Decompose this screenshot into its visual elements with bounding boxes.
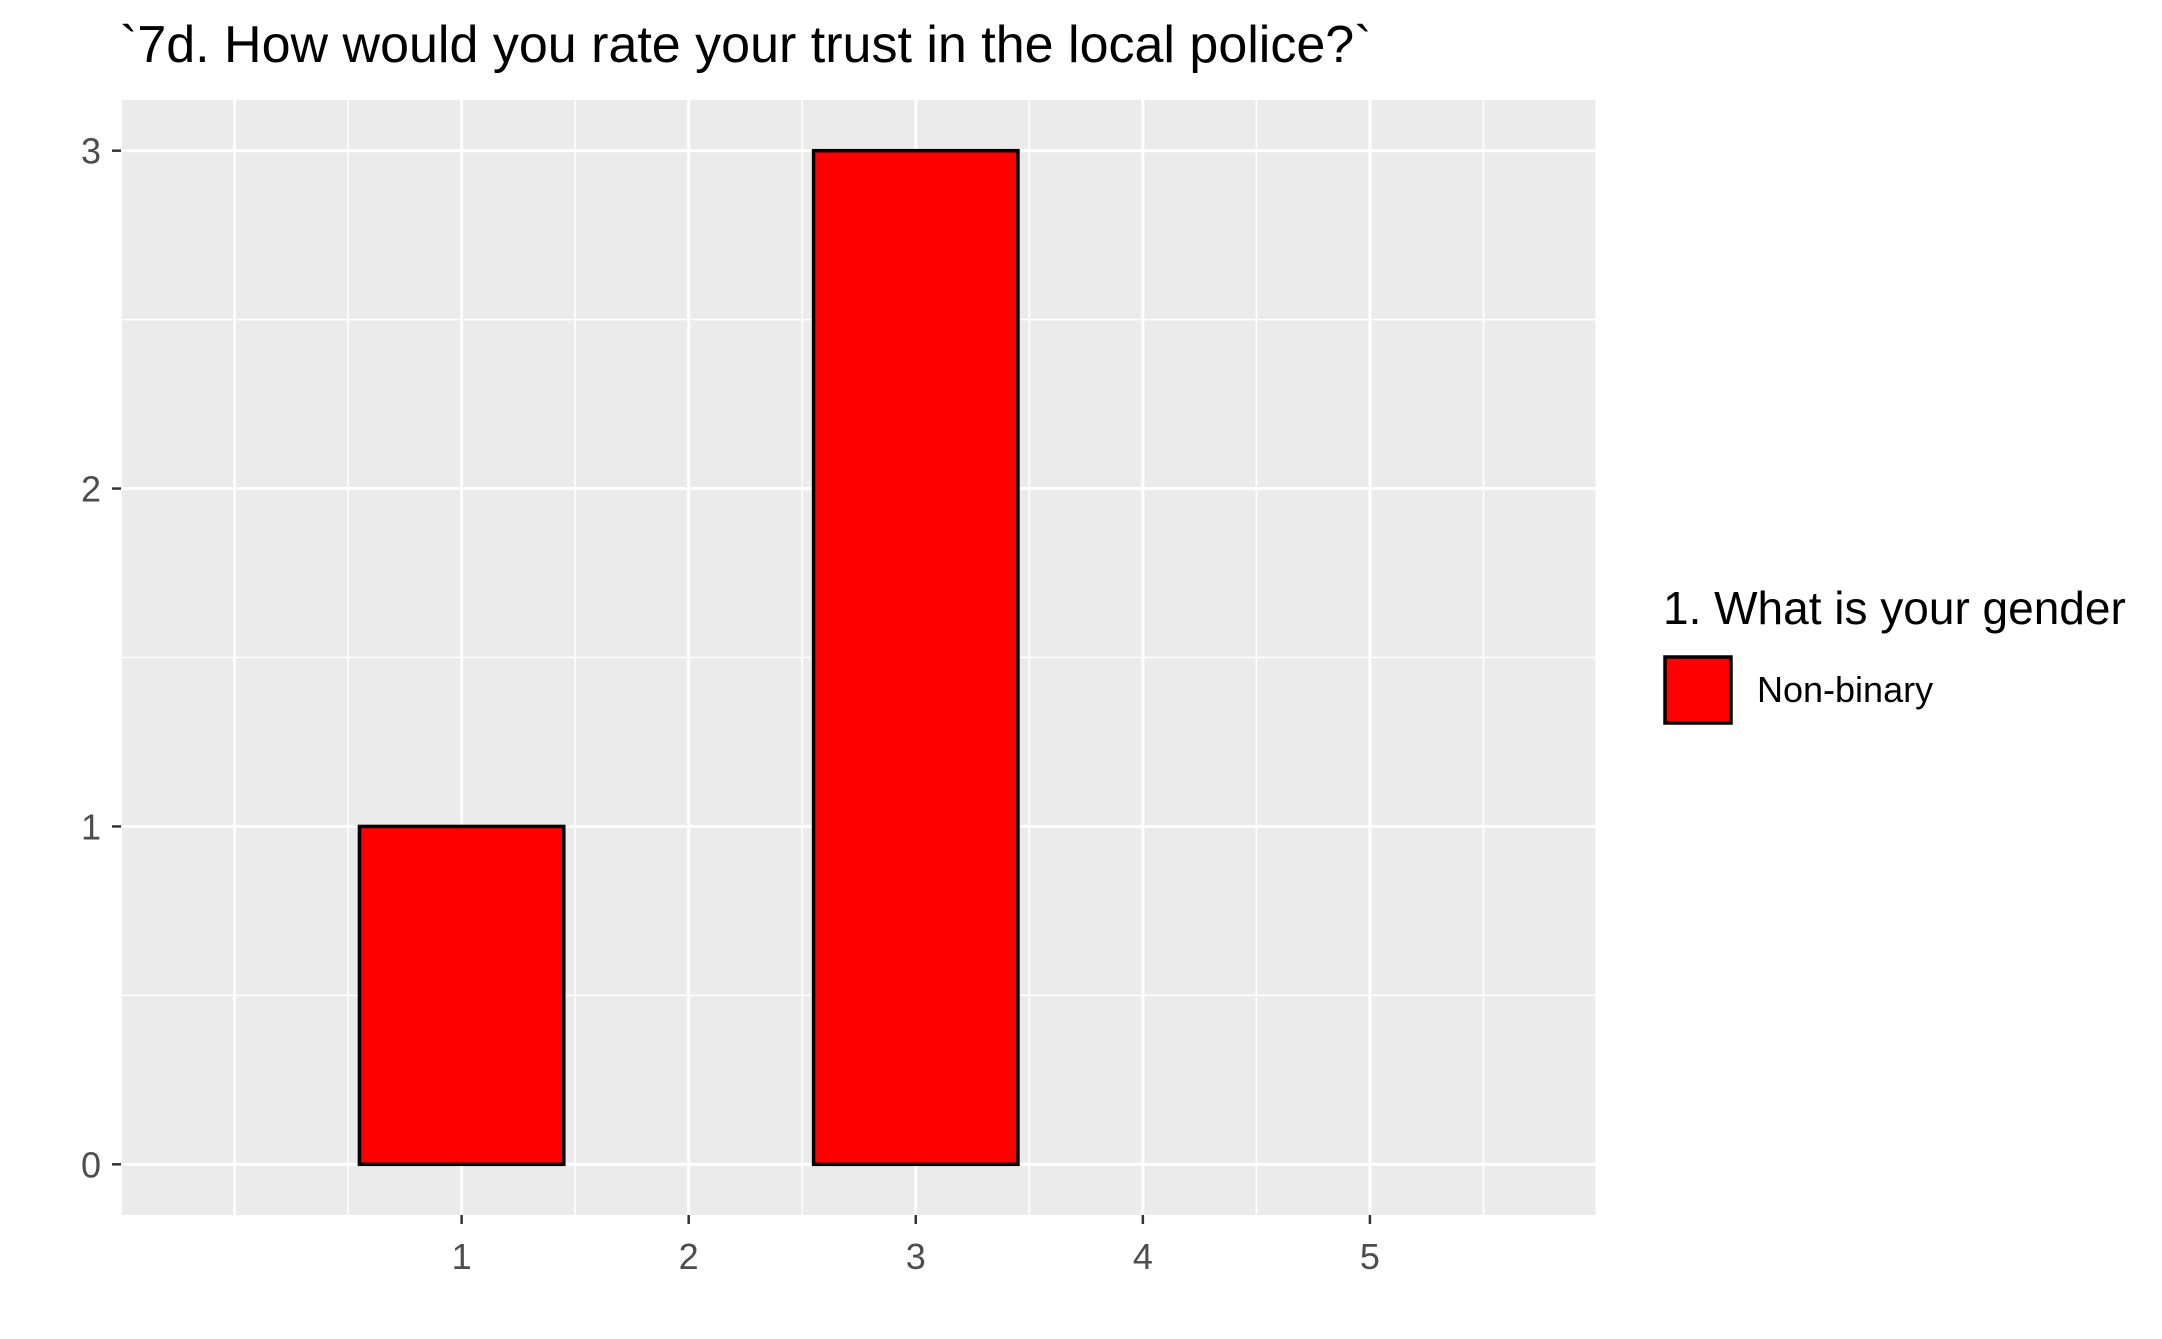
x-tick-label: 2 xyxy=(679,1236,699,1277)
bar xyxy=(357,824,566,1167)
y-tick-label: 1 xyxy=(81,806,101,847)
chart-title: `7d. How would you rate your trust in th… xyxy=(120,16,1372,74)
y-tick-label: 3 xyxy=(81,131,101,172)
legend: 1. What is your gender Non-binary xyxy=(1663,582,2126,725)
axes: 1 2 3 4 5 0 1 2 3 xyxy=(81,131,1380,1277)
x-tick-label: 4 xyxy=(1133,1236,1153,1277)
legend-title: 1. What is your gender xyxy=(1663,582,2126,634)
x-tick-label: 5 xyxy=(1360,1236,1380,1277)
y-tick-label: 0 xyxy=(81,1144,101,1185)
legend-key xyxy=(1663,655,1733,725)
legend-entry-label: Non-binary xyxy=(1757,669,1933,710)
y-tick-label: 2 xyxy=(81,469,101,510)
x-tick-label: 3 xyxy=(906,1236,926,1277)
bar xyxy=(811,148,1020,1167)
x-tick-label: 1 xyxy=(452,1236,472,1277)
bars xyxy=(357,148,1020,1167)
